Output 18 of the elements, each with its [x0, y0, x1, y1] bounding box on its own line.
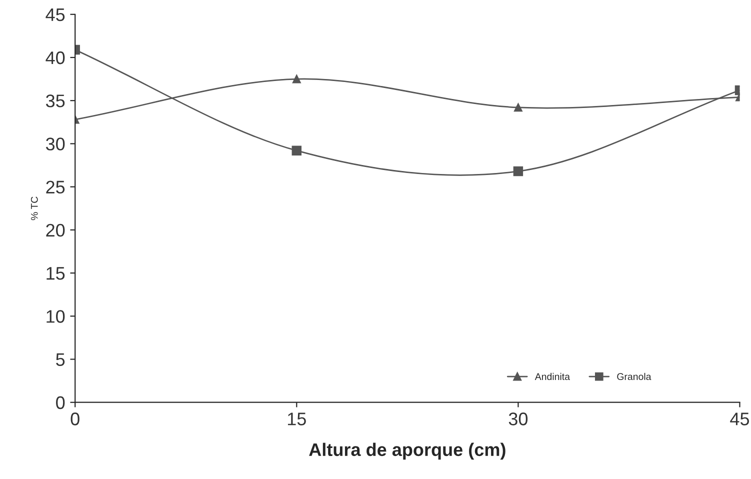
y-tick-label: 0 [56, 396, 65, 410]
y-tick-label: 25 [46, 180, 65, 194]
y-tick-label: 40 [46, 51, 65, 64]
y-tick-label: 30 [46, 138, 65, 150]
x-axis-title: Altura de aporque (cm) [309, 442, 506, 460]
y-tick-label: 15 [46, 267, 65, 280]
y-tick-label: 20 [46, 224, 65, 237]
y-tick-label: 35 [46, 94, 65, 108]
legend-label: Granola [617, 372, 652, 380]
y-tick-label: 10 [46, 310, 65, 323]
x-tick-label: 15 [288, 412, 306, 426]
x-tick-label: 0 [70, 412, 80, 426]
y-tick-label: 45 [46, 8, 65, 22]
x-tick-label: 45 [730, 412, 750, 426]
legend-label: Andinita [534, 372, 570, 380]
y-tick-label: 5 [56, 353, 65, 366]
y-axis-title: % TC [30, 196, 38, 220]
x-tick-label: 30 [508, 412, 528, 426]
